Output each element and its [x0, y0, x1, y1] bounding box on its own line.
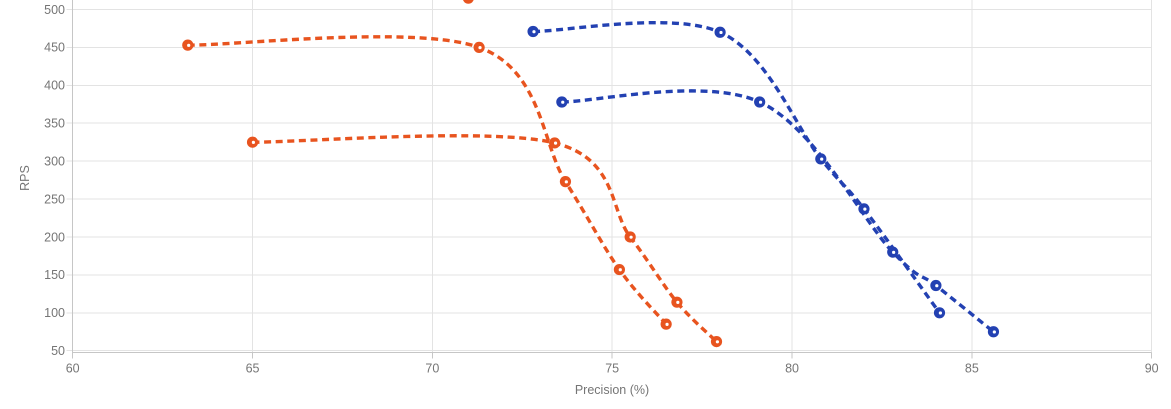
marker-hole [618, 268, 622, 272]
data-point-blue-upper[interactable] [815, 153, 827, 165]
y-tick-label: 150 [44, 268, 65, 282]
x-tick-label: 65 [246, 362, 260, 376]
y-tick-label: 300 [44, 154, 65, 168]
x-tick-label: 85 [965, 362, 979, 376]
data-point-blue-upper[interactable] [858, 203, 870, 215]
cropped-top-marker[interactable] [463, 0, 474, 4]
data-point-orange-upper[interactable] [182, 39, 194, 51]
marker-hole [665, 322, 669, 326]
data-point-blue-upper[interactable] [527, 25, 539, 38]
data-point-orange-lower[interactable] [246, 136, 259, 148]
data-point-orange-upper[interactable] [559, 176, 572, 188]
marker-hole [629, 235, 633, 239]
marker-hole [564, 180, 568, 184]
marker-hole [715, 340, 720, 344]
y-axis-title: RPS [18, 165, 32, 191]
marker-hole [935, 284, 939, 288]
data-point-blue-upper[interactable] [933, 307, 946, 319]
data-point-orange-lower[interactable] [710, 336, 723, 348]
data-point-orange-upper[interactable] [613, 263, 625, 276]
x-tick-label: 70 [425, 362, 439, 376]
marker-hole [758, 100, 763, 104]
marker-hole [892, 250, 896, 254]
series-line-blue-lower [561, 89, 995, 334]
series-line-blue-upper [533, 20, 941, 314]
y-tick-label: 50 [51, 344, 65, 358]
marker-hole [676, 300, 680, 304]
series-line-orange-upper [187, 35, 668, 326]
data-point-blue-lower[interactable] [887, 246, 899, 258]
y-tick-label: 450 [44, 41, 65, 55]
x-axis-title: Precision (%) [574, 383, 650, 397]
marker-hole [251, 140, 256, 144]
marker-hole [863, 207, 867, 211]
marker-hole [938, 311, 942, 315]
marker-hole [187, 43, 191, 47]
y-tick-label: 350 [44, 117, 65, 131]
marker-hole [553, 141, 558, 145]
data-point-orange-upper[interactable] [473, 41, 485, 54]
data-point-orange-lower[interactable] [624, 231, 636, 243]
data-point-blue-lower[interactable] [930, 279, 942, 292]
marker-ring [463, 0, 474, 4]
x-tick-label: 80 [785, 362, 799, 376]
marker-hole [561, 100, 565, 104]
y-tick-label: 250 [44, 192, 65, 206]
marker-hole [719, 30, 723, 35]
data-point-blue-lower[interactable] [556, 96, 568, 108]
x-tick-label: 90 [1145, 362, 1159, 376]
marker-hole [992, 330, 996, 334]
data-point-blue-upper[interactable] [714, 26, 726, 38]
data-point-blue-lower[interactable] [987, 326, 1000, 338]
data-point-blue-lower[interactable] [754, 96, 766, 108]
y-tick-label: 500 [44, 3, 65, 17]
marker-hole [820, 157, 824, 161]
data-point-orange-lower[interactable] [549, 137, 561, 149]
marker-hole [532, 30, 536, 34]
y-tick-label: 100 [44, 306, 65, 320]
y-tick-label: 400 [44, 79, 65, 93]
x-tick-label: 75 [605, 362, 619, 376]
y-tick-label: 200 [44, 230, 65, 244]
series-line-orange-lower [252, 134, 718, 343]
marker-hole [478, 46, 482, 50]
data-point-orange-lower[interactable] [671, 296, 683, 308]
x-tick-label: 60 [66, 362, 80, 376]
data-point-orange-upper[interactable] [660, 318, 672, 330]
